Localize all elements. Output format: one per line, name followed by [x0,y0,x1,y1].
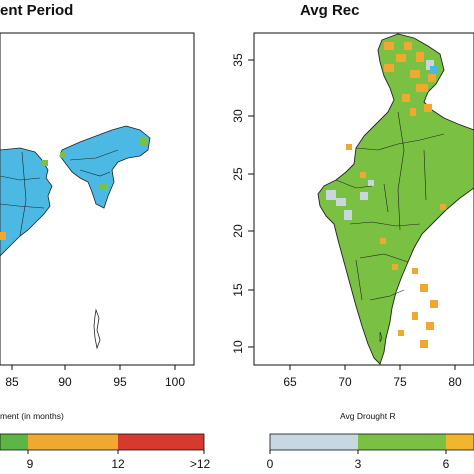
left-colorbar-segment-red [118,434,204,450]
left-colorbar-segment-orange [28,434,118,450]
right-x-tick: 70 [338,375,352,389]
right-colorbar-frame [269,433,474,451]
left-x-tick: 100 [165,375,185,389]
left-map-northeast-states [59,125,151,209]
right-colorbar-caption: Avg Drought R [340,411,396,421]
left-colorbar-label: >12 [190,457,211,471]
right-orange-cells [346,42,446,348]
right-y-tick: 20 [231,224,245,238]
right-x-tick: 80 [448,375,462,389]
right-y-tick: 15 [231,283,245,297]
left-colorbar-label: 12 [111,457,125,471]
left-colorbar-segment-green [0,434,28,450]
left-orange-cell [0,232,6,240]
left-colorbar-caption: ment (in months) [0,411,64,421]
right-y-tick: 10 [231,340,245,354]
left-green-cell [60,152,66,158]
right-colorbar-segment-green [358,434,446,450]
left-x-tick: 85 [5,375,19,389]
right-islands [379,331,383,343]
left-islands [93,308,101,350]
right-colorbar-label: 0 [267,457,274,471]
right-x-tick: 65 [283,375,297,389]
left-colorbar-label: 9 [27,457,34,471]
right-state-boundaries [335,111,445,301]
right-y-tick: 35 [231,53,245,67]
right-blue-cell [430,66,438,74]
left-x-tick: 90 [58,375,72,389]
left-green-cell [100,184,108,190]
right-colorbar-label: 6 [443,457,450,471]
right-y-tick: 30 [231,109,245,123]
right-y-tick: 25 [231,167,245,181]
right-colorbar-segment-orange [446,434,474,450]
right-panel-title: Avg Rec [300,2,360,19]
right-x-tick: 75 [393,375,407,389]
left-x-tick: 95 [113,375,127,389]
left-map-northeast-region [0,147,53,257]
left-state-boundaries [0,149,119,237]
right-colorbar-label: 3 [355,457,362,471]
right-colorbar-segment-grey [270,434,358,450]
left-colorbar-frame [0,433,205,451]
left-green-cell [42,160,48,166]
left-panel-title: ent Period [0,2,74,19]
left-green-cell [140,138,148,146]
right-light-blue-cells [326,60,434,220]
